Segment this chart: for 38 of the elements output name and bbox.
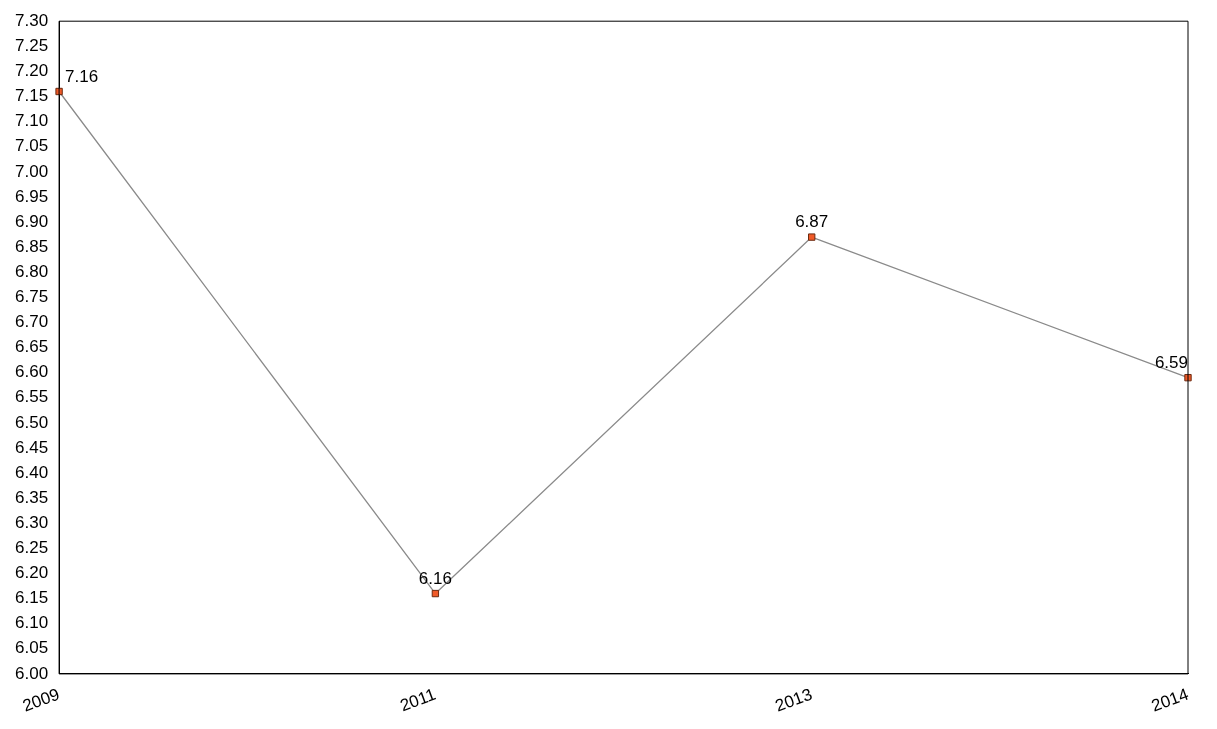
y-tick-label: 6.20 (14, 563, 49, 583)
y-tick-label: 6.30 (14, 512, 49, 532)
y-tick-label: 6.35 (14, 487, 49, 507)
y-tick-label: 6.00 (14, 663, 49, 683)
y-tick-label: 6.90 (14, 211, 49, 231)
point (808, 233, 816, 241)
y-tick-label: 7.30 (14, 10, 49, 30)
y-tick-label: 6.50 (14, 412, 49, 432)
y-tick-label: 7.15 (14, 86, 49, 106)
y-tick-label: 6.95 (14, 186, 49, 206)
y-tick-label: 7.10 (14, 111, 49, 131)
y-tick-label: 7.00 (14, 161, 49, 181)
y-tick-label: 6.10 (14, 613, 49, 633)
y-tick-label: 7.05 (14, 136, 49, 156)
data-label: 6.16 (418, 568, 452, 588)
point (1184, 373, 1192, 382)
data-label: 6.87 (795, 212, 829, 232)
x-tick-label: 2011 (397, 684, 439, 716)
y-tick-label: 7.25 (14, 35, 49, 55)
point (431, 589, 440, 598)
y-tick-label: 6.60 (14, 362, 49, 382)
x-tick-label: 2013 (772, 684, 815, 716)
y-tick-label: 7.20 (14, 61, 49, 81)
y-tick-label: 6.80 (14, 261, 49, 281)
y-tick-label: 6.15 (14, 588, 49, 608)
y-tick-label: 6.85 (14, 236, 49, 256)
y-tick-label: 6.40 (14, 462, 49, 482)
x-tick-label: 2014 (1148, 684, 1191, 716)
y-tick-label: 6.45 (14, 437, 49, 457)
y-tick-label: 6.70 (14, 312, 49, 332)
y-tick-label: 6.25 (14, 538, 49, 558)
y-tick-label: 6.75 (14, 287, 49, 307)
y-tick-label: 6.65 (14, 337, 49, 357)
y-tick-label: 6.55 (14, 387, 49, 407)
data-label: 7.16 (65, 66, 99, 86)
data-label: 6.59 (1154, 352, 1188, 372)
y-tick-label: 6.05 (14, 638, 49, 658)
x-tick-label: 2009 (20, 684, 63, 716)
